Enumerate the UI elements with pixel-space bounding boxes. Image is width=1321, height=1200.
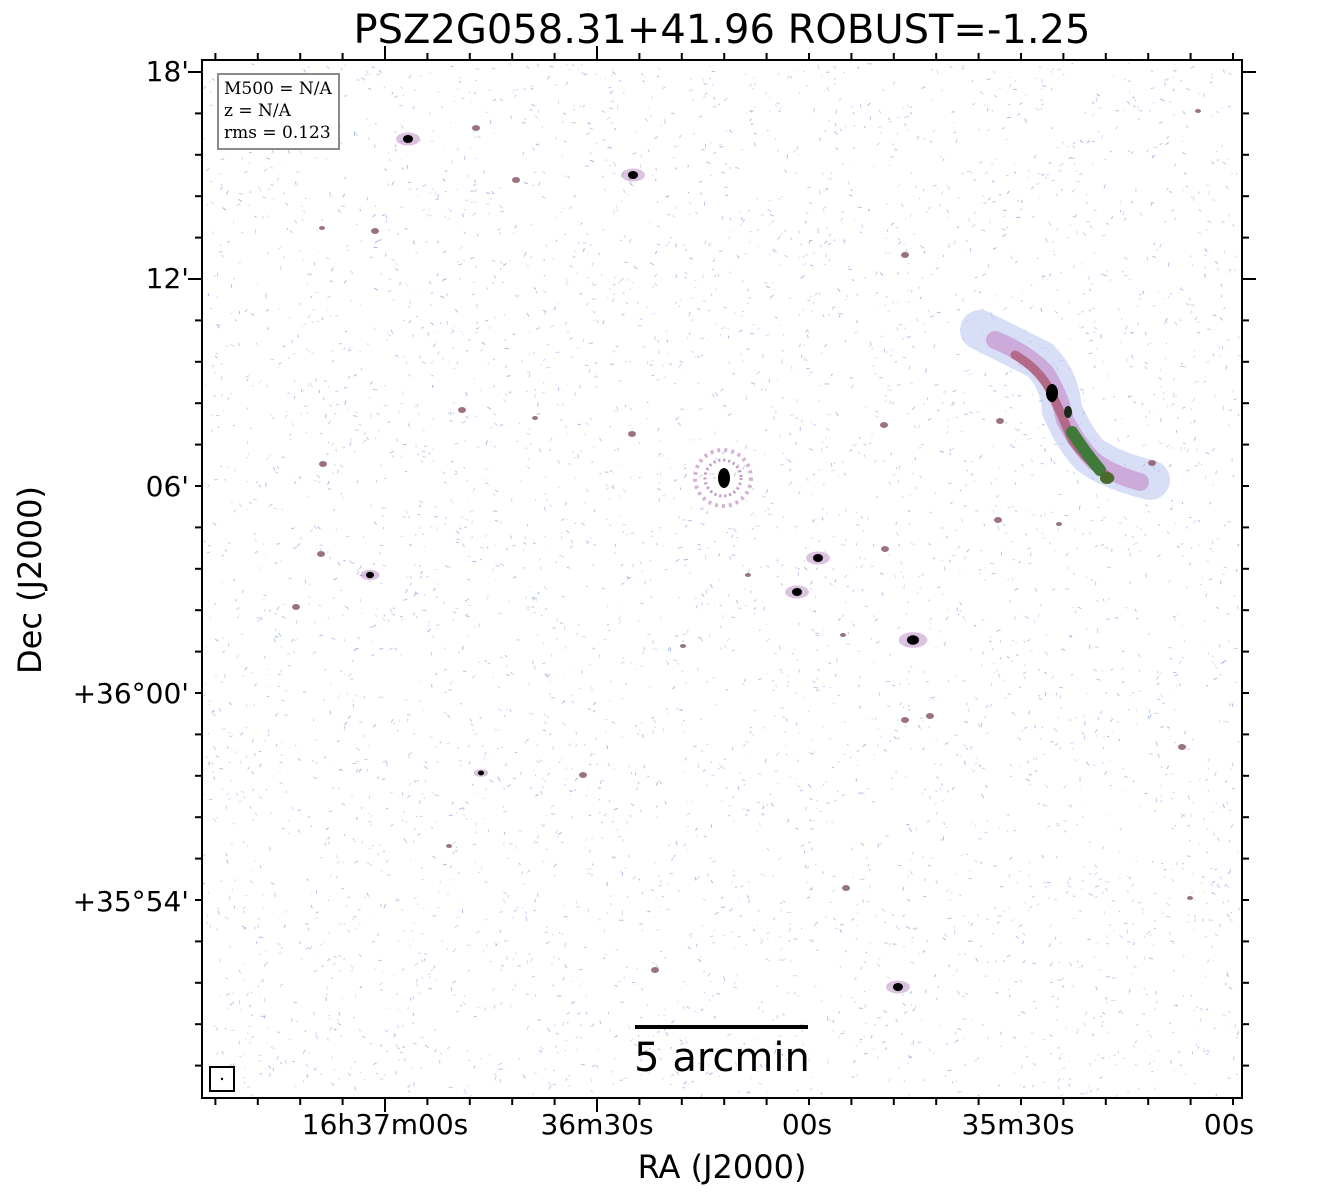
compact-source: [680, 644, 686, 648]
compact-source-core: [478, 770, 484, 776]
compact-source: [317, 551, 325, 557]
plot-frame: [201, 59, 1243, 1099]
compact-source: [651, 967, 659, 973]
compact-source: [1187, 896, 1193, 900]
compact-source-core: [893, 983, 903, 991]
image-area: [202, 60, 1242, 1098]
compact-source: [881, 546, 889, 552]
beam-ellipse: [220, 1077, 224, 1081]
compact-sources: [292, 109, 1201, 994]
compact-source: [579, 772, 587, 778]
compact-source-core: [792, 588, 802, 596]
compact-source: [926, 713, 934, 719]
redshift-label: z = N/A: [224, 101, 291, 121]
x-tick-label: 35m30s: [961, 1108, 1075, 1141]
compact-source-core: [366, 571, 374, 579]
compact-source: [1056, 522, 1062, 526]
compact-source: [745, 573, 751, 577]
figure-title: PSZ2G058.31+41.96 ROBUST=-1.25: [353, 7, 1091, 53]
compact-source: [994, 517, 1002, 523]
y-tick-label: 18': [145, 55, 189, 88]
compact-source-core: [907, 635, 919, 645]
m500-label: M500 = N/A: [224, 79, 332, 99]
axis-ticks: [188, 46, 1256, 1112]
compact-source: [472, 125, 480, 131]
info-box: M500 = N/A z = N/A rms = 0.123: [217, 73, 340, 150]
x-tick-label: 00s: [781, 1108, 833, 1141]
compact-source: [319, 461, 327, 467]
y-tick-label: 06': [145, 470, 189, 503]
compact-source: [512, 177, 520, 183]
compact-source: [371, 228, 379, 234]
x-tick-label: 16h37m00s: [301, 1108, 469, 1141]
compact-source: [901, 252, 909, 258]
extended-radio-source: [960, 310, 1170, 500]
x-axis-label: RA (J2000): [637, 1148, 807, 1186]
compact-source: [840, 633, 846, 637]
rms-label: rms = 0.123: [224, 123, 331, 143]
scale-bar-label: 5 arcmin: [634, 1035, 810, 1081]
compact-source: [1195, 109, 1201, 113]
compact-source: [842, 885, 850, 891]
compact-source: [901, 717, 909, 723]
compact-source: [1178, 744, 1186, 750]
compact-source-core: [628, 171, 638, 179]
noise-speckle: [201, 62, 1242, 1099]
x-tick-label: 36m30s: [540, 1108, 654, 1141]
compact-source: [628, 431, 636, 437]
compact-source: [446, 844, 452, 848]
compact-source: [996, 418, 1004, 424]
compact-source: [292, 604, 300, 610]
compact-source-core: [403, 135, 413, 143]
y-tick-label: +36°00': [72, 677, 189, 710]
compact-source: [880, 422, 888, 428]
y-tick-label: 12': [145, 262, 189, 295]
compact-source: [319, 226, 325, 230]
y-axis-label: Dec (J2000): [11, 486, 49, 674]
x-tick-label: 00s: [1203, 1108, 1255, 1141]
y-tick-label: +35°54': [72, 885, 189, 918]
compact-source-core: [813, 554, 823, 562]
compact-source: [532, 416, 538, 420]
central-radio-source: [693, 448, 753, 508]
compact-source: [458, 407, 466, 413]
compact-source: [1148, 460, 1156, 466]
